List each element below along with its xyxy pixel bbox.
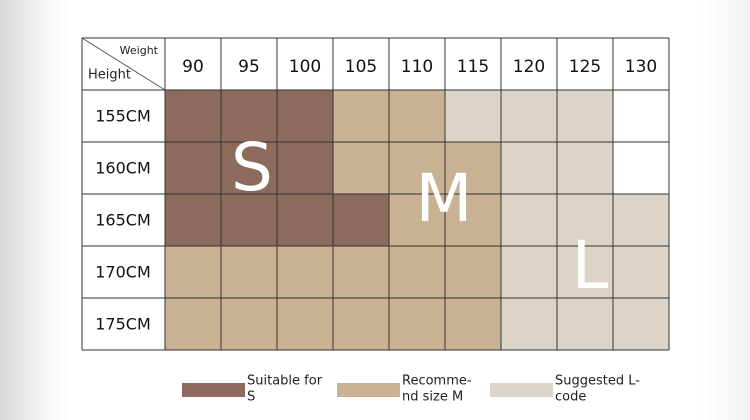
size-cell: [557, 298, 613, 350]
size-cell: [277, 142, 333, 194]
size-cell: [221, 298, 277, 350]
size-cell: [389, 246, 445, 298]
size-cell: [333, 90, 389, 142]
size-cell: [221, 194, 277, 246]
legend-text: Suggested L-: [555, 374, 640, 389]
weight-header: 100: [289, 57, 321, 77]
legend-text: S: [247, 390, 255, 405]
legend-text: code: [555, 390, 586, 405]
height-label: 165CM: [95, 211, 151, 230]
size-cell: [557, 194, 613, 246]
size-cell: [165, 194, 221, 246]
size-cell: [389, 90, 445, 142]
size-cell: [333, 194, 389, 246]
size-cell: [277, 90, 333, 142]
size-cell: [613, 194, 669, 246]
size-cell: [333, 246, 389, 298]
size-letter: S: [231, 129, 273, 206]
weight-header: 90: [182, 57, 204, 77]
size-cell: [221, 90, 277, 142]
size-cell: [445, 142, 501, 194]
height-label: 160CM: [95, 159, 151, 178]
legend-text: nd size M: [402, 390, 463, 405]
size-letter: M: [416, 160, 473, 237]
size-cell: [221, 246, 277, 298]
legend-text: Recomme-: [402, 374, 472, 389]
size-cell: [389, 194, 445, 246]
size-cell: [221, 142, 277, 194]
weight-header: 120: [513, 57, 545, 77]
size-cell: [277, 246, 333, 298]
size-cell: [613, 298, 669, 350]
legend-swatch: [337, 383, 400, 397]
size-cell: [165, 142, 221, 194]
corner-top: Weight: [120, 44, 159, 57]
weight-header: 115: [457, 57, 489, 77]
size-cell: [165, 90, 221, 142]
size-cell: [445, 298, 501, 350]
size-cell: [389, 298, 445, 350]
size-cell: [389, 142, 445, 194]
size-cell: [501, 246, 557, 298]
height-label: 175CM: [95, 315, 151, 334]
size-cell: [333, 142, 389, 194]
size-cell: [557, 142, 613, 194]
size-cell: [613, 246, 669, 298]
size-cell: [501, 142, 557, 194]
weight-header: 110: [401, 57, 433, 77]
size-cell: [333, 298, 389, 350]
height-label: 155CM: [95, 107, 151, 126]
size-cell: [557, 246, 613, 298]
weight-header: 130: [625, 57, 657, 77]
legend-swatch: [490, 383, 553, 397]
size-cell: [501, 298, 557, 350]
legend-text: Suitable for: [247, 374, 323, 389]
weight-header: 95: [238, 57, 260, 77]
legend-swatch: [182, 383, 245, 397]
corner-bottom: Height: [88, 68, 131, 83]
weight-header: 125: [569, 57, 601, 77]
size-cell: [501, 194, 557, 246]
size-cell: [165, 298, 221, 350]
size-cell: [445, 194, 501, 246]
size-cell: [501, 90, 557, 142]
size-letter: L: [572, 227, 609, 304]
size-cell: [277, 298, 333, 350]
size-cell: [165, 246, 221, 298]
height-label: 170CM: [95, 263, 151, 282]
weight-header: 105: [345, 57, 377, 77]
size-cell: [613, 142, 669, 194]
size-cell: [613, 90, 669, 142]
size-cell: [445, 90, 501, 142]
corner-diagonal: [81, 37, 166, 91]
size-cell: [445, 246, 501, 298]
size-cell: [557, 90, 613, 142]
size-cell: [277, 194, 333, 246]
